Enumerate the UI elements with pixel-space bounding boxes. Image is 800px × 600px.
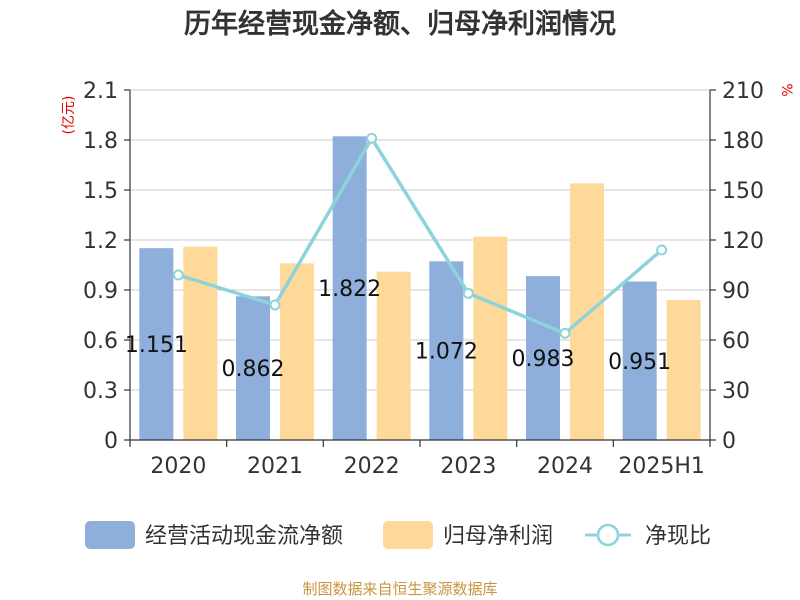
category-label: 2020 — [150, 454, 206, 479]
left-tick-label: 1.2 — [83, 229, 118, 254]
line-series — [172, 132, 668, 339]
bar-data-label: 1.151 — [125, 333, 188, 358]
bar-profit — [570, 183, 604, 441]
line-point — [462, 287, 474, 299]
bar-cashflow — [236, 296, 270, 440]
right-tick-label: 180 — [722, 129, 764, 154]
legend-label: 净现比 — [645, 524, 711, 549]
bar-series — [139, 136, 701, 441]
right-tick-label: 90 — [722, 279, 750, 304]
right-tick-label: 210 — [722, 79, 764, 104]
bar-cashflow — [429, 261, 464, 440]
legend-swatch — [383, 521, 433, 549]
legend-item[interactable]: 归母净利润 — [383, 521, 553, 549]
left-tick-label: 0.9 — [83, 279, 118, 304]
right-axis-unit: % — [778, 83, 794, 96]
line-point — [559, 327, 571, 339]
legend-label: 归母净利润 — [443, 524, 553, 549]
bar-cashflow — [526, 276, 560, 440]
bar-cashflow — [622, 281, 657, 440]
legend-item[interactable]: 经营活动现金流净额 — [85, 521, 343, 549]
bar-data-label: 1.072 — [415, 340, 478, 365]
legend-marker — [596, 523, 620, 547]
bar-profit — [280, 263, 314, 440]
left-tick-label: 0.3 — [83, 379, 118, 404]
right-tick-label: 60 — [722, 329, 750, 354]
bar-profit — [666, 300, 701, 440]
legend-swatch — [85, 521, 135, 549]
left-tick-label: 1.8 — [83, 129, 118, 154]
axes: 0 0.3 0.6 0.9 1.2 1.5 1.8 2.1 0 30 60 90 120 150 180 21… — [83, 79, 764, 479]
bar-cashflow — [139, 248, 174, 440]
right-tick-label: 120 — [722, 229, 764, 254]
category-label: 2024 — [537, 454, 593, 479]
right-tick-label: 30 — [722, 379, 750, 404]
bar-data-label: 1.822 — [318, 277, 381, 302]
left-tick-label: 0.6 — [83, 329, 118, 354]
right-tick-label: 150 — [722, 179, 764, 204]
category-label: 2022 — [344, 454, 400, 479]
data-labels: 1.151 0.862 1.822 1.072 0.983 0.951 — [125, 277, 671, 382]
legend: 经营活动现金流净额 归母净利润 净现比 — [85, 521, 711, 549]
line-point — [172, 269, 184, 281]
bar-data-label: 0.862 — [222, 357, 285, 382]
line-ratio — [177, 136, 663, 336]
left-tick-label: 1.5 — [83, 179, 118, 204]
left-axis-unit: (亿元) — [61, 96, 77, 135]
bar-profit — [183, 246, 218, 440]
left-tick-label: 0 — [104, 429, 118, 454]
legend-label: 经营活动现金流净额 — [145, 524, 343, 549]
line-point — [269, 299, 281, 311]
bar-data-label: 0.983 — [512, 347, 575, 372]
chart-title: 历年经营现金净额、归母净利润情况 — [184, 8, 616, 40]
category-label: 2023 — [440, 454, 496, 479]
left-tick-label: 2.1 — [83, 79, 118, 104]
line-point — [656, 244, 668, 256]
category-label: 2025H1 — [618, 454, 705, 479]
line-point — [366, 132, 378, 144]
bar-profit — [473, 236, 508, 440]
bar-profit — [376, 271, 411, 440]
bar-data-label: 0.951 — [608, 350, 671, 375]
category-label: 2021 — [247, 454, 303, 479]
bar-cashflow — [332, 136, 367, 441]
legend-item[interactable]: 净现比 — [585, 523, 711, 549]
source-note: 制图数据来自恒生聚源数据库 — [302, 580, 497, 598]
right-tick-label: 0 — [722, 429, 736, 454]
